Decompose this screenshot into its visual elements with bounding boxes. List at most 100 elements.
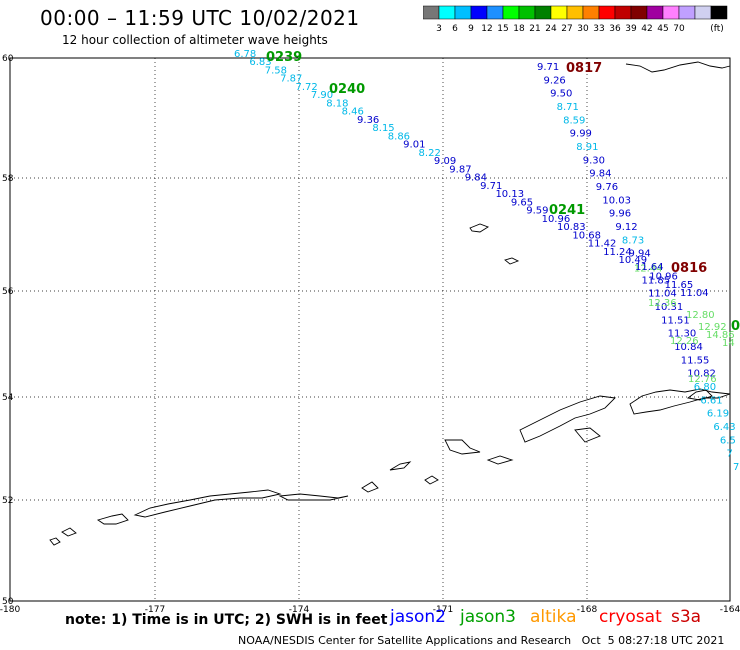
- colorbar-tick: 6: [452, 24, 458, 34]
- coastline: [504, 257, 520, 265]
- wave-height-value: 9.87: [449, 164, 471, 175]
- wave-height-value: 9.71: [537, 62, 559, 73]
- wave-height-value: 9.96: [609, 209, 631, 220]
- wave-height-value: 10.31: [655, 302, 684, 313]
- lon-tick-label: -164: [720, 605, 740, 615]
- wave-height-value: 11.30: [668, 329, 697, 340]
- wave-height-value: 11.51: [661, 315, 690, 326]
- wave-height-value: 9.30: [583, 155, 605, 166]
- coastline: [61, 527, 77, 537]
- coastline-group: [49, 61, 731, 546]
- wave-height-value: 11.04: [648, 289, 677, 300]
- lat-tick-label: 56: [2, 287, 14, 297]
- map-subtitle: 12 hour collection of altimeter wave hei…: [62, 33, 328, 47]
- coastline: [361, 481, 379, 493]
- wave-height-value: 12.80: [686, 310, 715, 321]
- colorbar-tick: 12: [481, 24, 492, 34]
- credit-agency: NOAA/NESDIS Center for Satellite Applica…: [238, 634, 572, 647]
- wave-height-value: 9.09: [434, 156, 456, 167]
- wave-height-value: 8.71: [557, 102, 579, 113]
- wave-height-value: 9.99: [570, 129, 592, 140]
- legend-sat-2: altika: [530, 607, 577, 627]
- credit-line: NOAA/NESDIS Center for Satellite Applica…: [238, 634, 724, 647]
- wave-height-value: 7.87: [280, 74, 302, 85]
- wave-height-value: 9.26: [544, 75, 566, 86]
- wave-height-value: 9.59: [526, 206, 548, 217]
- colorbar-tick: 39: [625, 24, 637, 34]
- wave-height-value: 9.36: [357, 115, 379, 126]
- lat-tick-label: 52: [2, 496, 13, 506]
- wave-height-value: 10.96: [542, 214, 571, 225]
- lon-tick-label: -171: [433, 605, 453, 615]
- wave-height-value: 11.65: [665, 280, 694, 291]
- coastline: [444, 439, 481, 455]
- wave-height-value: 9.65: [511, 197, 533, 208]
- coastline: [486, 455, 514, 465]
- colorbar-tick: (ft): [710, 24, 724, 34]
- wave-height-value: 10.83: [557, 222, 586, 233]
- wave-height-value: 7.58: [265, 65, 287, 76]
- coastline: [389, 461, 412, 471]
- coastline: [625, 61, 731, 73]
- wave-height-value: 10.96: [649, 272, 678, 283]
- pass-time-label: 0239: [266, 50, 302, 65]
- wave-height-value: 9.01: [403, 140, 425, 151]
- wave-height-value: 10.84: [674, 342, 703, 353]
- wave-height-value: 7.72: [296, 82, 318, 93]
- footer-note: note: 1) Time is in UTC; 2) SWH is in fe…: [65, 612, 388, 628]
- wave-height-value: 8.73: [622, 235, 644, 246]
- credit-timestamp: Oct 5 08:27:18 UTC 2021: [581, 634, 725, 647]
- coastline: [49, 537, 61, 546]
- wave-height-value: 12.44: [634, 263, 663, 274]
- wave-height-value: 9.12: [615, 222, 637, 233]
- coastline: [424, 475, 439, 485]
- wave-height-value: 8.22: [419, 148, 441, 159]
- coastline: [133, 489, 282, 518]
- wave-height-value: 12.26: [670, 336, 699, 347]
- map-title: 00:00 – 11:59 UTC 10/02/2021: [40, 6, 360, 30]
- legend-sat-1: jason3: [460, 607, 516, 627]
- pass-time-label: 0240: [329, 82, 365, 97]
- coastline: [629, 388, 731, 415]
- wave-height-value: 9.50: [550, 89, 572, 100]
- wave-height-value: 9.94: [628, 249, 650, 260]
- wave-height-value: 12.36: [648, 298, 677, 309]
- pass-time-label: 0: [731, 319, 740, 334]
- legend-sat-3: cryosat: [599, 607, 662, 627]
- lat-tick-label: 60: [2, 54, 14, 64]
- coastline: [686, 389, 713, 401]
- pass-time-label: 0817: [566, 61, 602, 76]
- pass-time-label: 0816: [671, 261, 707, 276]
- lat-tick-label: 50: [2, 597, 14, 607]
- wave-height-value: 14.86: [706, 330, 735, 341]
- legend-sat-4: s3a: [671, 607, 702, 627]
- wave-height-value: 9.76: [596, 182, 618, 193]
- coastline: [278, 493, 349, 501]
- colorbar-tick: 15: [497, 24, 508, 34]
- lat-tick-label: 54: [2, 393, 14, 403]
- coastline: [469, 223, 490, 233]
- wave-height-value: 6.78: [234, 49, 256, 60]
- lon-tick-label: -174: [289, 605, 310, 615]
- wave-height-value: 11.42: [588, 239, 617, 250]
- colorbar-tick: 33: [593, 24, 604, 34]
- wave-height-value: 7: [733, 462, 739, 473]
- colorbar-tick: 9: [468, 24, 474, 34]
- colorbar-tick: 45: [657, 24, 668, 34]
- wave-height-value: 11.85: [642, 275, 671, 286]
- wave-height-value: 11.24: [603, 247, 632, 258]
- colorbar-tick: 3: [436, 24, 442, 34]
- wave-height-value: 8.59: [563, 115, 585, 126]
- wave-height-value: 11.64: [635, 262, 664, 273]
- wave-height-value: 10.03: [602, 195, 631, 206]
- wave-height-value: 6.19: [707, 409, 729, 420]
- coastline: [519, 395, 616, 443]
- coastline: [96, 513, 129, 525]
- wave-height-value: 9.84: [465, 173, 487, 184]
- colorbar-tick: 36: [609, 24, 621, 34]
- wave-height-value: 11.04: [680, 288, 709, 299]
- wave-height-value: 10.68: [572, 230, 601, 241]
- wave-height-value: 6.80: [694, 382, 716, 393]
- wave-height-value: 9.71: [480, 181, 502, 192]
- wave-height-value: 8.46: [342, 107, 364, 118]
